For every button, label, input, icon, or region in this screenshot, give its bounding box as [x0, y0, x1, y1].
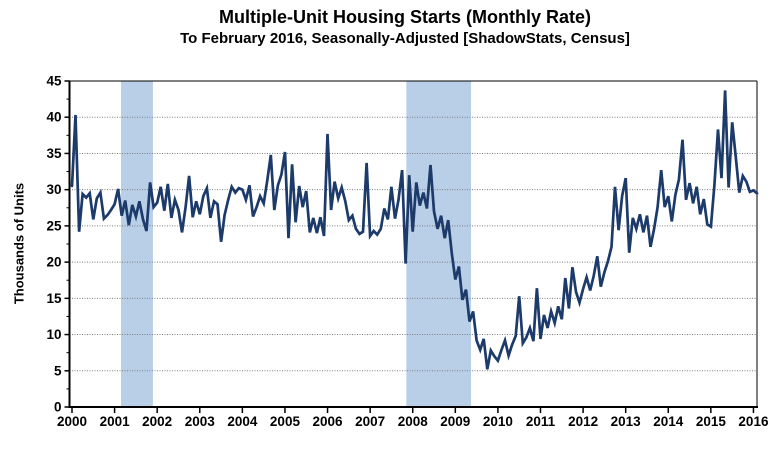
x-tick-label: 2016	[738, 414, 769, 429]
x-tick-label: 2001	[100, 414, 131, 429]
x-tick-label: 2003	[185, 414, 216, 429]
x-tick-label: 2009	[440, 414, 470, 429]
x-tick-label: 2002	[142, 414, 172, 429]
series-line	[70, 90, 759, 370]
y-tick-label: 35	[46, 146, 62, 161]
y-tick-label: 45	[46, 74, 62, 89]
y-tick-label: 10	[46, 327, 61, 342]
y-tick-label: 5	[54, 363, 62, 378]
x-tick-label: 2011	[526, 414, 556, 429]
y-tick-label: 20	[46, 255, 61, 270]
x-tick-label: 2006	[313, 414, 344, 429]
x-tick-label: 2008	[398, 414, 429, 429]
x-tick-label: 2010	[483, 414, 513, 429]
x-tick-label: 2013	[611, 414, 642, 429]
y-tick-label: 40	[46, 110, 61, 125]
recession-band	[120, 81, 153, 407]
x-tick-label: 2007	[355, 414, 385, 429]
x-tick-label: 2015	[696, 414, 727, 429]
y-tick-label: 30	[46, 182, 61, 197]
y-tick-label: 15	[46, 291, 62, 306]
y-tick-label: 25	[46, 218, 62, 233]
x-tick-label: 2000	[57, 414, 87, 429]
chart-title: Multiple-Unit Housing Starts (Monthly Ra…	[219, 7, 591, 27]
x-tick-label: 2014	[653, 414, 684, 429]
x-tick-label: 2012	[568, 414, 598, 429]
recession-band	[406, 81, 472, 407]
y-tick-label: 0	[54, 400, 62, 415]
x-tick-label: 2004	[227, 414, 258, 429]
chart-subtitle: To February 2016, Seasonally-Adjusted [S…	[180, 30, 630, 47]
x-tick-label: 2005	[270, 414, 301, 429]
